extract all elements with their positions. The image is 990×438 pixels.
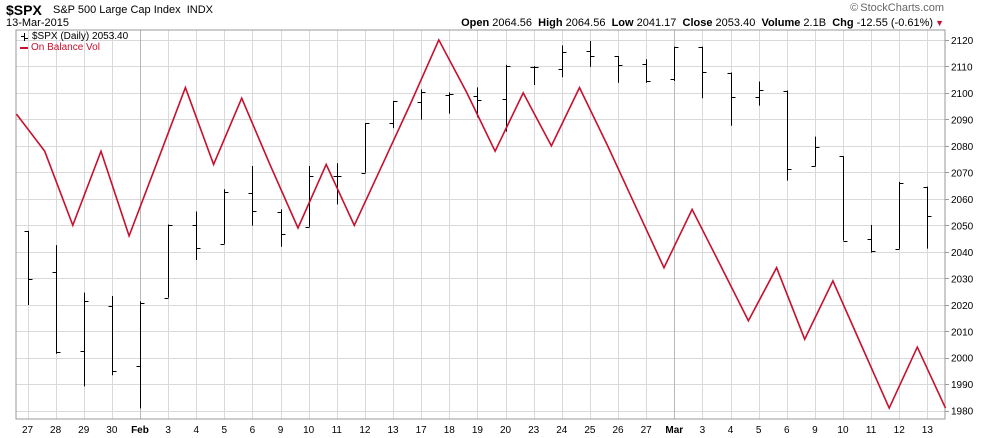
x-tick-label: 12 [894,425,906,436]
x-tick-label: 27 [22,425,34,436]
legend-obv: On Balance Vol [20,42,128,53]
chart-date: 13-Mar-2015 [6,17,69,29]
y-tick-label: 2060 [951,195,974,206]
open-label: Open [461,17,490,29]
x-tick-label: 27 [641,425,653,436]
x-tick-label: 4 [193,425,199,436]
y-tick-label: 2100 [951,89,974,100]
copyright-icon: © [850,2,859,14]
y-tick-label: 2120 [951,36,974,47]
quote-summary: Open 2064.56 High 2064.56 Low 2041.17 Cl… [461,17,944,29]
y-tick-label: 2010 [951,327,974,338]
x-axis-ticks: 27 28 29 30 Feb 3 4 5 6 9 10 11 12 13 17 18 19 20 23 24 25 26… [22,425,933,436]
x-tick-label: 4 [728,425,734,436]
line-swatch-icon [20,46,28,49]
x-tick-label: Feb [131,425,149,436]
price-bars [24,41,932,409]
y-tick-label: 1980 [951,407,974,418]
x-tick-label: 18 [444,425,456,436]
x-tick-label: 5 [756,425,762,436]
y-tick-label: 2020 [951,301,974,312]
y-axis-ticks: 1980 1990 2000 2010 2020 2030 2040 2050 2060 2070… [945,36,974,418]
brand-name: StockCharts.com [860,2,944,14]
index-name: S&P 500 Large Cap Index INDX [53,4,213,16]
x-tick-label: 13 [387,425,399,436]
x-tick-label: 9 [278,425,284,436]
volume-label: Volume [761,17,801,29]
legend-price-label: $SPX (Daily) 2053.40 [32,30,129,42]
y-tick-label: 2070 [951,168,974,179]
low-label: Low [611,17,634,29]
y-tick-label: 2030 [951,274,974,285]
open-value: 2064.56 [492,17,533,29]
high-label: High [538,17,563,29]
obv-line-group [15,38,947,411]
chart-legend: $SPX (Daily) 2053.40 On Balance Vol [20,31,128,53]
x-tick-label: 30 [106,425,118,436]
volume-value: 2.1B [803,17,827,29]
legend-obv-label: On Balance Vol [31,41,100,53]
y-tick-label: 2040 [951,248,974,259]
x-tick-label: 23 [528,425,540,436]
x-tick-label: 25 [584,425,596,436]
x-tick-label: 11 [866,425,877,436]
y-tick-label: 2000 [951,354,974,365]
obv-line [15,38,947,411]
x-tick-label: 28 [50,425,62,436]
x-tick-label: 9 [812,425,818,436]
x-tick-label: Mar [665,425,683,436]
y-tick-label: 1990 [951,380,974,391]
x-tick-label: 13 [922,425,934,436]
exchange-code: INDX [186,4,213,16]
legend-price: $SPX (Daily) 2053.40 [20,31,128,42]
ohlc-bar-icon [20,32,29,42]
x-tick-label: 24 [556,425,568,436]
grid-lines [16,30,945,419]
change-value: -12.55 (-0.61%) [856,17,934,29]
x-tick-label: 5 [222,425,228,436]
x-tick-label: 20 [500,425,512,436]
x-tick-label: 10 [303,425,315,436]
x-tick-label: 10 [837,425,849,436]
y-tick-label: 2080 [951,142,974,153]
x-tick-label: 17 [416,425,428,436]
x-tick-label: 6 [784,425,790,436]
symbol-title: $SPX [6,2,42,18]
index-full-name: S&P 500 Large Cap Index [53,4,181,16]
down-arrow-icon: ▼ [935,18,944,28]
y-tick-label: 2090 [951,115,974,126]
close-value: 2053.40 [715,17,756,29]
x-tick-label: 12 [359,425,371,436]
y-tick-label: 2050 [951,221,974,232]
x-tick-label: 29 [78,425,90,436]
x-tick-label: 3 [700,425,706,436]
y-tick-label: 2110 [951,62,973,73]
close-label: Close [682,17,713,29]
chart-header: $SPX S&P 500 Large Cap Index INDX 13-Mar… [0,0,990,32]
x-tick-label: 3 [165,425,171,436]
x-tick-label: 26 [612,425,624,436]
x-tick-label: 11 [332,425,343,436]
plot-frame [15,29,946,420]
change-label: Chg [832,17,854,29]
low-value: 2041.17 [636,17,677,29]
x-tick-label: 19 [472,425,484,436]
high-value: 2064.56 [565,17,606,29]
x-tick-label: 6 [250,425,256,436]
brand-logo[interactable]: © StockCharts.com [850,2,944,14]
